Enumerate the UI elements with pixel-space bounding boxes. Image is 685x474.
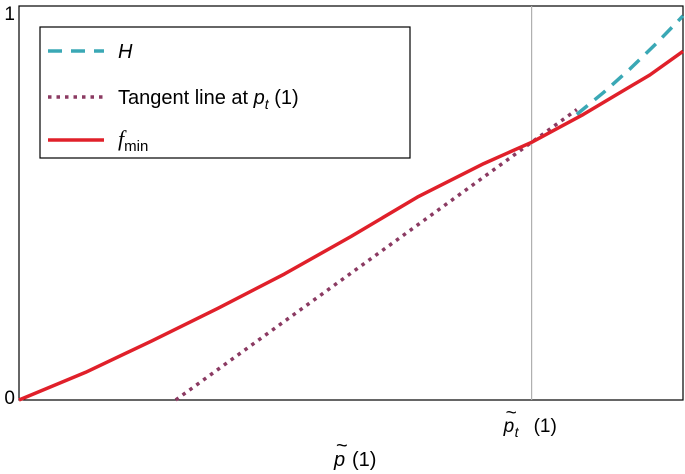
series-line-tangent bbox=[174, 108, 578, 402]
x-tick-symbol: p bbox=[503, 416, 515, 437]
legend-tangent-math: p bbox=[253, 87, 265, 109]
series-line-H bbox=[575, 14, 685, 116]
x-axis-accent: ~ bbox=[336, 435, 348, 457]
y-tick-label-0: 0 bbox=[4, 388, 15, 409]
legend-label-H: H bbox=[118, 41, 133, 63]
legend-fmin-subscript: min bbox=[124, 138, 148, 155]
y-tick-label-1: 1 bbox=[4, 4, 15, 25]
legend-tangent-subscript: t bbox=[265, 96, 270, 112]
series-line-fmin bbox=[18, 49, 685, 402]
legend-label-fmin: fmin bbox=[118, 126, 148, 155]
plot-frame bbox=[18, 5, 684, 401]
x-axis-symbol: p bbox=[333, 449, 345, 471]
x-tick-accent: ~ bbox=[506, 403, 517, 424]
legend-tangent-suffix: (1) bbox=[269, 87, 299, 109]
legend-fmin-f: f bbox=[118, 126, 127, 151]
x-tick-subscript: t bbox=[515, 424, 520, 440]
x-axis-label: ~ p (1) bbox=[333, 435, 376, 471]
x-tick-label-pt: ~ p t (1) bbox=[503, 403, 557, 440]
x-axis-suffix: (1) bbox=[352, 449, 376, 471]
legend-tangent-text: Tangent line at bbox=[118, 87, 254, 109]
legend-label-tangent: Tangent line at pt (1) bbox=[118, 87, 299, 112]
x-tick-suffix: (1) bbox=[534, 416, 557, 437]
legend: H Tangent line at pt (1) fmin bbox=[39, 26, 411, 159]
legend-box bbox=[39, 26, 411, 159]
series-layer bbox=[18, 14, 685, 402]
